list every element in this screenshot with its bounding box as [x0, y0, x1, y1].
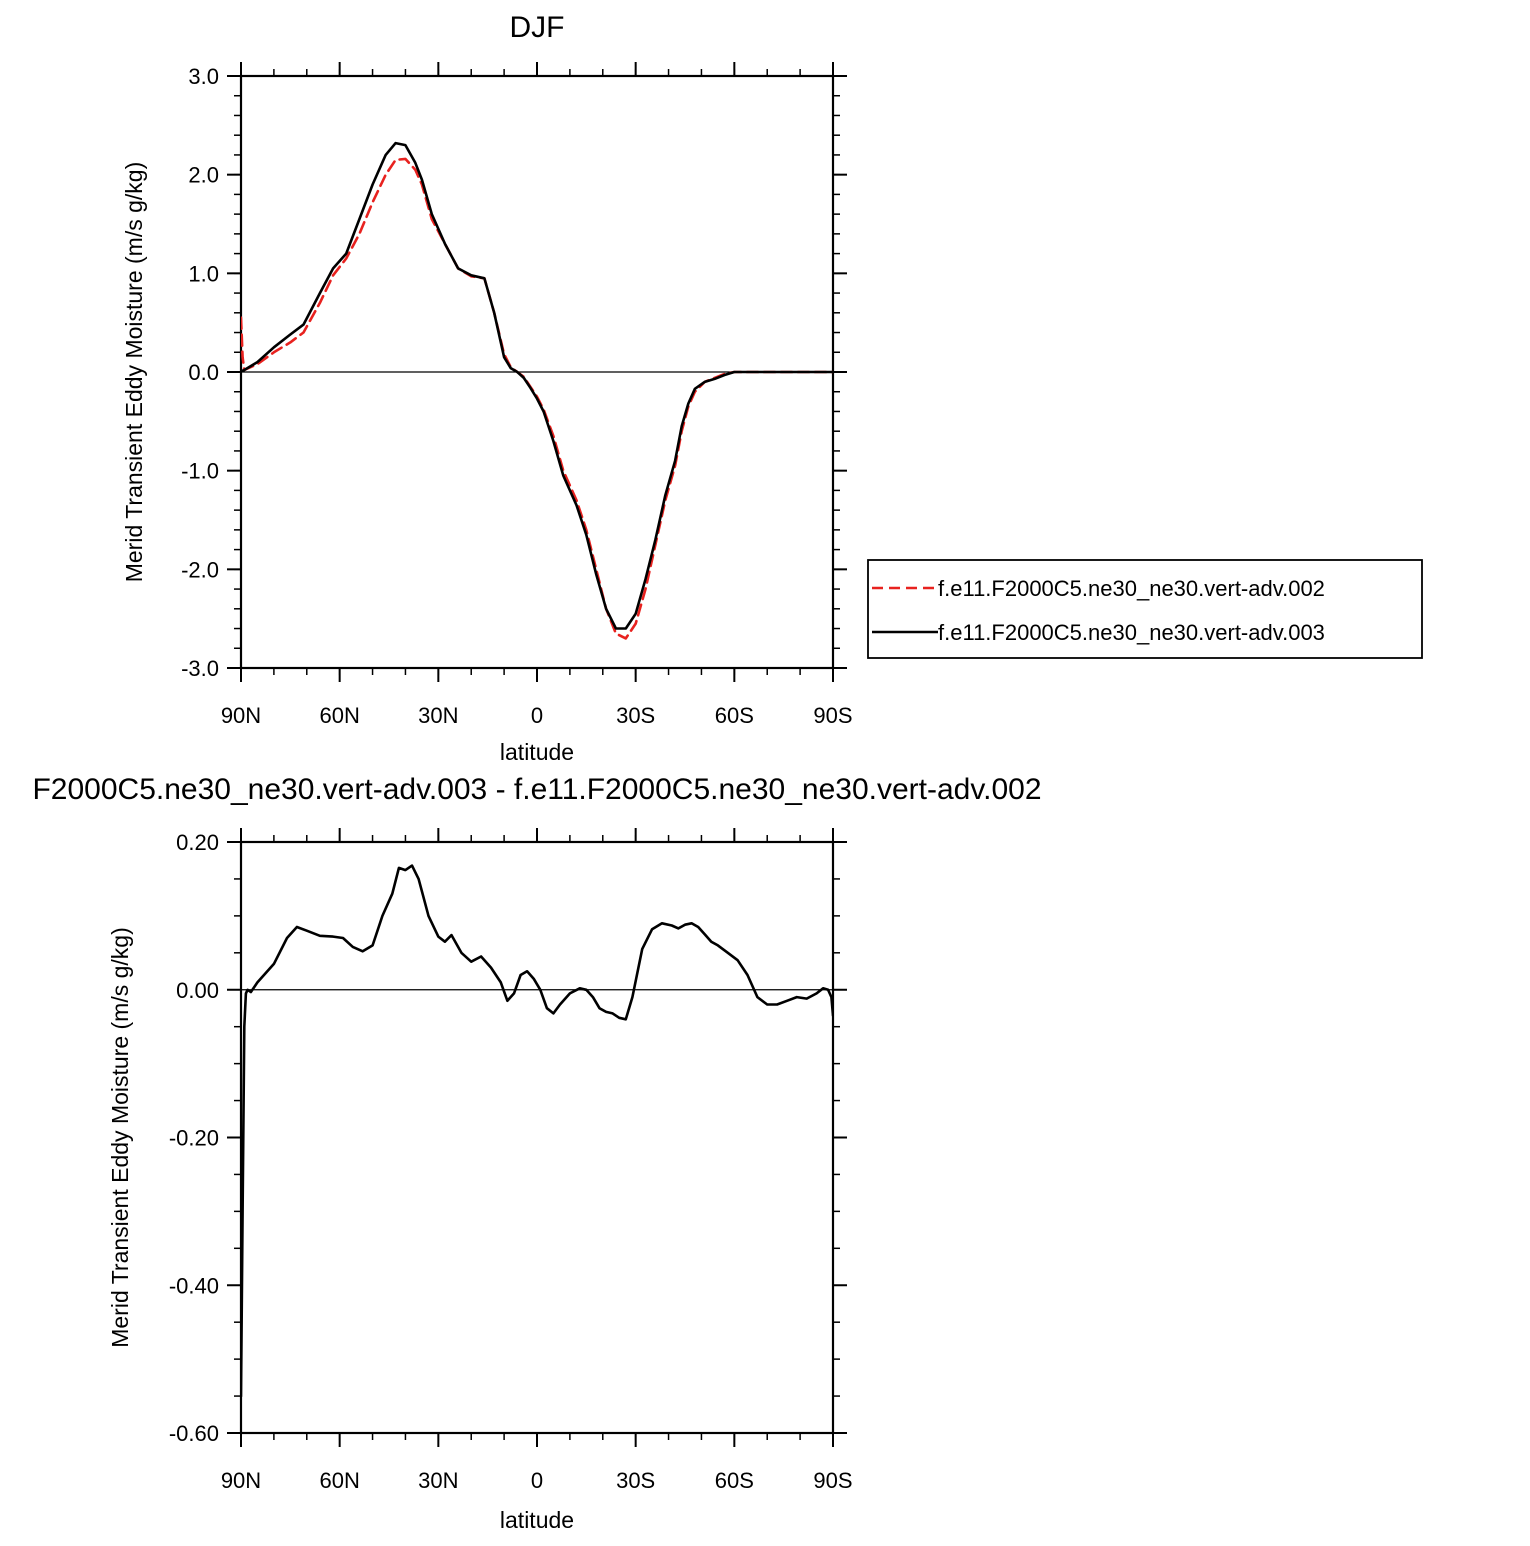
- y-tick-label: -3.0: [181, 656, 219, 681]
- chart-title: DJF: [510, 11, 565, 44]
- x-tick-label: 60S: [715, 703, 754, 728]
- legend-label-2: f.e11.F2000C5.ne30_ne30.vert-adv.003: [938, 620, 1325, 645]
- legend: f.e11.F2000C5.ne30_ne30.vert-adv.002 f.e1…: [867, 559, 1423, 659]
- x-axis-label: latitude: [500, 739, 574, 765]
- series-line-2: [241, 141, 833, 630]
- y-axis-label: Merid Transient Eddy Moisture (m/s g/kg): [107, 927, 133, 1348]
- x-tick-label: 0: [531, 703, 543, 728]
- x-axis-label: latitude: [500, 1507, 574, 1533]
- legend-label-1: f.e11.F2000C5.ne30_ne30.vert-adv.002: [938, 576, 1325, 601]
- axes: -0.60 -0.40 -0.20 0.00 0.20 90N 60N 30N 0 30S 60S 9…: [169, 828, 853, 1493]
- x-tick-label: 90N: [221, 1468, 261, 1493]
- y-axis-label: Merid Transient Eddy Moisture (m/s g/kg): [121, 162, 147, 583]
- y-tick-label: -2.0: [181, 557, 219, 582]
- y-tick-label: -1.0: [181, 459, 219, 484]
- y-tick-label: 2.0: [188, 163, 219, 188]
- x-tick-label: 60N: [319, 703, 359, 728]
- legend-box: [867, 559, 1423, 659]
- y-tick-label: -0.20: [169, 1126, 219, 1151]
- y-tick-label: 0.20: [176, 830, 219, 855]
- x-tick-label: 30S: [616, 1468, 655, 1493]
- x-tick-label: 30S: [616, 703, 655, 728]
- x-tick-label: 30N: [418, 703, 458, 728]
- x-tick-label: 30N: [418, 1468, 458, 1493]
- x-tick-label: 90S: [813, 703, 852, 728]
- chart-title: F2000C5.ne30_ne30.vert-adv.003 - f.e11.F…: [32, 773, 1041, 806]
- x-tick-label: 0: [531, 1468, 543, 1493]
- x-tick-label: 90N: [221, 703, 261, 728]
- x-tick-label: 90S: [813, 1468, 852, 1493]
- axes: -3.0 -2.0 -1.0 0.0 1.0 2.0 3.0 90N 60N 30N 0 30S 60S…: [181, 62, 853, 728]
- x-tick-label: 60N: [319, 1468, 359, 1493]
- y-tick-label: 0.0: [188, 360, 219, 385]
- series-line-1: [241, 864, 833, 1398]
- y-tick-label: 3.0: [188, 64, 219, 89]
- panel-bottom: F2000C5.ne30_ne30.vert-adv.003 - f.e11.F…: [32, 773, 1041, 1533]
- y-tick-label: 0.00: [176, 978, 219, 1003]
- y-tick-label: 1.0: [188, 261, 219, 286]
- plot-frame: [239, 840, 835, 1435]
- x-tick-label: 60S: [715, 1468, 754, 1493]
- y-tick-label: -0.40: [169, 1273, 219, 1298]
- y-tick-label: -0.60: [169, 1421, 219, 1446]
- panel-top: DJF -3.0 -2.0 -1.0 0.0 1.0 2.0 3.0 90N 60N 30N 0 30S…: [121, 11, 1423, 765]
